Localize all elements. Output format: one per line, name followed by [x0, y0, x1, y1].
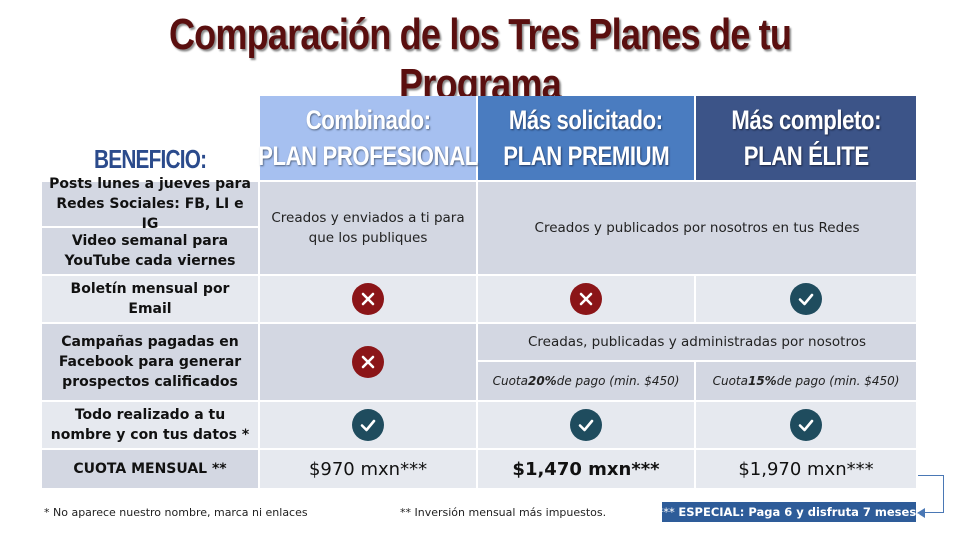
benefit-campanas: Campañas pagadas en Facebook para genera… [42, 324, 260, 402]
quota-premium-prefix: Cuota [492, 374, 528, 388]
plan-premium-name: PLAN PREMIUM [502, 141, 670, 171]
boletin-profesional-cell [260, 276, 478, 324]
footnote-inversion: ** Inversión mensual más impuestos. [400, 506, 607, 519]
benefit-posts: Posts lunes a jueves para Redes Sociales… [42, 176, 260, 232]
arrow-left-icon [917, 508, 925, 518]
price-elite: $1,970 mxn*** [696, 450, 918, 490]
plan-elite-name: PLAN ÉLITE [743, 141, 869, 171]
plan-elite-header: Más completo: PLAN ÉLITE [696, 96, 918, 182]
plan-profesional-tagline: Combinado: [305, 105, 431, 135]
quota-elite-suffix: de pago (min. $450) [776, 374, 900, 388]
benefit-header-label: BENEFICIO: [93, 143, 207, 174]
benefit-todo: Todo realizado a tu nombre y con tus dat… [42, 402, 260, 450]
quota-elite-percent: 15% [747, 374, 777, 388]
boletin-elite-cell [696, 276, 918, 324]
quota-premium: Cuota 20% de pago (min. $450) [478, 362, 696, 402]
special-offer-prefix: *** [657, 505, 679, 519]
special-offer-text: ESPECIAL: Paga 6 y disfruta 7 meses. [678, 505, 921, 519]
special-connector-line [918, 475, 944, 513]
price-profesional: $970 mxn*** [260, 450, 478, 490]
check-icon [790, 409, 822, 441]
quota-premium-suffix: de pago (min. $450) [556, 374, 680, 388]
boletin-premium-cell [478, 276, 696, 324]
benefit-column-header: BENEFICIO: [42, 96, 260, 182]
check-icon [790, 283, 822, 315]
plan-premium-tagline: Más solicitado: [509, 105, 663, 135]
x-icon [352, 346, 384, 378]
todo-profesional-cell [260, 402, 478, 450]
quota-elite: Cuota 15% de pago (min. $450) [696, 362, 918, 402]
benefit-video: Video semanal para YouTube cada viernes [42, 228, 260, 276]
page-title: Comparación de los Tres Planes de tu Pro… [168, 10, 792, 109]
x-icon [352, 283, 384, 315]
plans-comparison-table: BENEFICIO: Combinado: PLAN PROFESIONAL M… [42, 96, 918, 492]
plan-profesional-name: PLAN PROFESIONAL [258, 141, 478, 171]
todo-elite-cell [696, 402, 918, 450]
price-premium: $1,470 mxn*** [478, 450, 696, 490]
quota-elite-prefix: Cuota [712, 374, 748, 388]
campanas-profesional-cell [260, 324, 478, 402]
footnote-nombre: * No aparece nuestro nombre, marca ni en… [44, 506, 308, 519]
plan-elite-tagline: Más completo: [731, 105, 881, 135]
todo-premium-cell [478, 402, 696, 450]
check-icon [352, 409, 384, 441]
social-premium-elite-value: Creados y publicados por nosotros en tus… [478, 182, 918, 276]
quota-premium-percent: 20% [527, 374, 557, 388]
check-icon [570, 409, 602, 441]
special-offer-banner: *** ESPECIAL: Paga 6 y disfruta 7 meses. [657, 502, 921, 522]
social-profesional-value: Creados y enviados a ti para que los pub… [260, 182, 478, 276]
plan-profesional-header: Combinado: PLAN PROFESIONAL [258, 96, 478, 182]
plan-premium-header: Más solicitado: PLAN PREMIUM [478, 96, 696, 182]
benefit-boletin: Boletín mensual por Email [42, 276, 260, 324]
benefit-cuota-mensual: CUOTA MENSUAL ** [42, 450, 260, 490]
x-icon [570, 283, 602, 315]
campanas-premium-elite-value: Creadas, publicadas y administradas por … [478, 324, 918, 362]
